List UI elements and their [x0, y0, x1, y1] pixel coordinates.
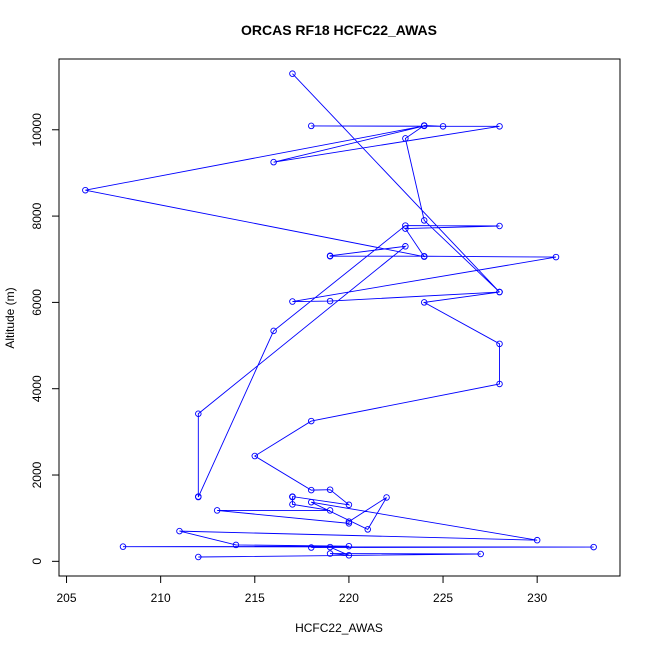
y-tick-label: 0 [30, 558, 44, 565]
data-point [420, 217, 428, 224]
data-point [477, 550, 484, 558]
y-tick-label: 6000 [30, 289, 44, 316]
data-point [326, 297, 334, 305]
y-tick-label: 8000 [30, 202, 44, 229]
data-point [326, 486, 334, 493]
data-point [439, 123, 447, 130]
data-point [345, 518, 353, 525]
data-point [383, 494, 390, 501]
y-axis-label: Altitude (m) [3, 287, 17, 348]
data-point [308, 417, 315, 425]
data-point [232, 541, 240, 549]
data-point [308, 498, 315, 506]
data-point [402, 225, 409, 232]
data-point [270, 158, 277, 166]
y-tick-label: 2000 [30, 461, 44, 488]
data-point [345, 552, 353, 559]
series-line [85, 73, 594, 558]
data-point [345, 542, 353, 550]
data-point [590, 543, 597, 551]
data-point [496, 380, 503, 388]
data-point [270, 327, 277, 335]
data-point [289, 70, 296, 77]
data-point [308, 486, 315, 494]
x-tick-label: 215 [245, 591, 265, 605]
data-point [82, 186, 89, 194]
chart-title: ORCAS RF18 HCFC22_AWAS [241, 22, 437, 38]
data-point [308, 544, 315, 551]
x-axis-label: HCFC22_AWAS [295, 621, 383, 635]
data-point [552, 253, 560, 261]
data-point [308, 122, 315, 130]
data-point [289, 493, 296, 500]
data-point [402, 135, 409, 142]
data-point [326, 252, 334, 260]
data-point [420, 122, 428, 129]
data-point [420, 253, 428, 260]
data-point [195, 493, 202, 501]
data-point [195, 410, 202, 417]
data-point [326, 550, 334, 557]
data-point [496, 123, 503, 130]
data-point [402, 243, 409, 250]
series-layer [82, 70, 597, 561]
y-tick-label: 4000 [30, 375, 44, 402]
x-tick-label: 210 [151, 591, 171, 605]
data-point [326, 507, 334, 514]
plot-frame [58, 58, 621, 577]
data-point [176, 527, 183, 535]
data-point [364, 526, 371, 533]
data-point [195, 553, 202, 561]
y-tick-label: 10000 [30, 113, 44, 147]
x-axis: 205 210 215 220 225 230 [57, 576, 547, 605]
data-point [289, 501, 296, 508]
data-point [420, 299, 428, 306]
data-point [402, 222, 409, 229]
x-tick-label: 220 [339, 591, 359, 605]
data-point [345, 520, 353, 527]
data-point [496, 340, 503, 348]
data-point [326, 543, 334, 551]
data-point [345, 501, 353, 509]
data-point [251, 452, 259, 460]
data-point [496, 222, 503, 230]
x-tick-label: 225 [433, 591, 453, 605]
data-point [533, 536, 541, 544]
x-tick-label: 230 [527, 591, 547, 605]
data-point [496, 288, 503, 296]
data-point [119, 543, 127, 550]
y-axis: 0 2000 4000 6000 8000 10000 [30, 113, 59, 565]
data-point [213, 507, 221, 514]
x-tick-label: 205 [57, 591, 77, 605]
data-point [289, 298, 296, 305]
